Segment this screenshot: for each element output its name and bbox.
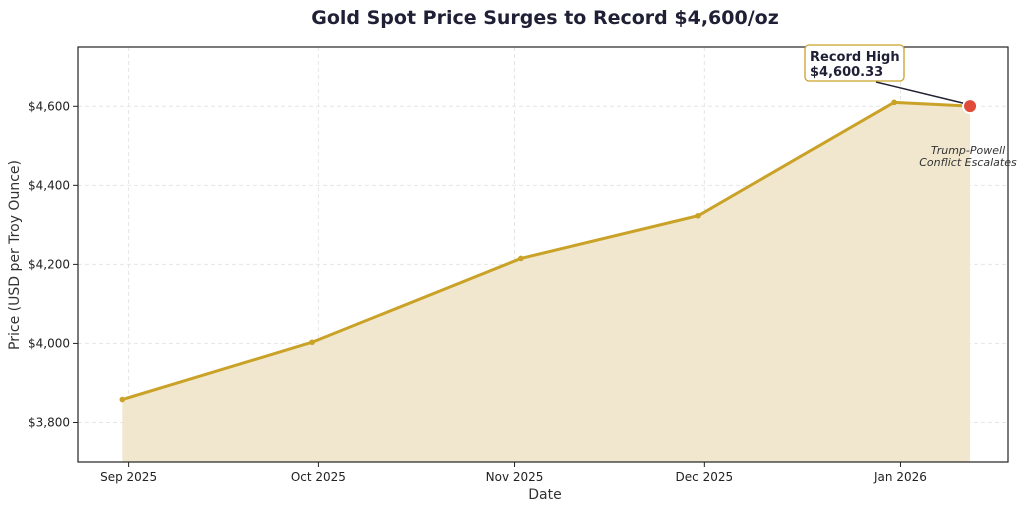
data-point	[309, 339, 315, 346]
x-axis-label: Date	[528, 487, 561, 503]
data-point	[891, 99, 897, 106]
record-high-label: Record High	[810, 50, 900, 65]
x-tick-label: Dec 2025	[676, 470, 734, 484]
record-high-value: $4,600.33	[810, 65, 883, 80]
event-annotation-line1: Trump-Powell	[931, 144, 1005, 157]
record-high-marker	[962, 98, 979, 115]
x-tick-label: Oct 2025	[291, 470, 346, 484]
y-tick-label: $4,200	[28, 257, 70, 271]
y-tick-label: $4,600	[28, 99, 70, 113]
annotation-arrow	[875, 81, 964, 104]
record-high-box	[804, 44, 905, 82]
data-point	[695, 212, 701, 219]
x-tick-label: Sep 2025	[100, 470, 157, 484]
event-annotation-line2: Conflict Escalates	[919, 156, 1017, 169]
data-point	[518, 255, 524, 262]
plot-frame	[77, 46, 1009, 463]
chart-title: Gold Spot Price Surges to Record $4,600/…	[311, 7, 779, 29]
price-area-fill	[122, 102, 971, 462]
y-tick-label: $3,800	[28, 415, 70, 429]
y-tick-label: $4,000	[28, 336, 70, 350]
data-point	[119, 396, 126, 403]
price-line	[121, 100, 971, 401]
y-axis-label: Price (USD per Troy Ounce)	[7, 160, 23, 350]
y-tick-label: $4,400	[28, 178, 70, 192]
x-tick-label: Jan 2026	[873, 470, 927, 484]
x-tick-label: Nov 2025	[486, 470, 544, 484]
